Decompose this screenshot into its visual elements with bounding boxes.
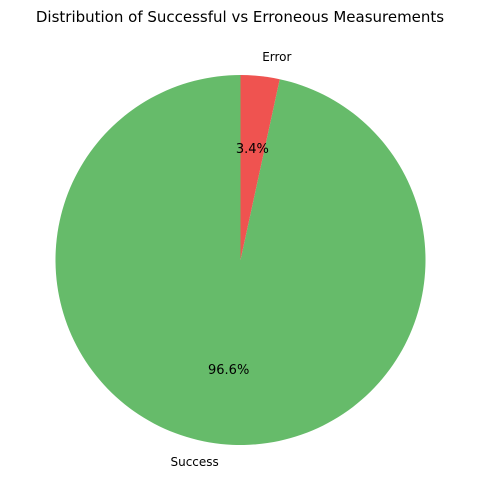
slice-percent-error: 3.4% <box>236 142 269 157</box>
chart-title: Distribution of Successful vs Erroneous … <box>36 8 444 26</box>
slice-label-success: Success <box>170 455 218 469</box>
slice-percent-success: 96.6% <box>208 363 249 378</box>
slice-label-error: Error <box>262 50 291 64</box>
pie-slices <box>56 75 426 445</box>
